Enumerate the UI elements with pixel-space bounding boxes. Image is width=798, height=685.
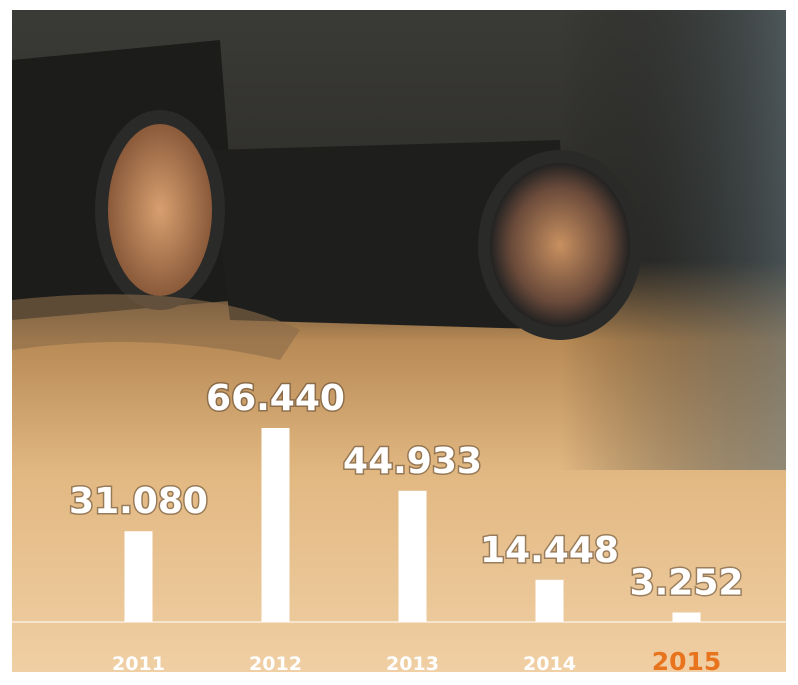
- value-label: 44.933: [343, 441, 482, 482]
- value-label: 66.440: [206, 378, 345, 419]
- page: 31.080 2011 66.440 2012 44.933 2013 14.448 2014…: [0, 0, 798, 685]
- value-label: 14.448: [480, 530, 619, 571]
- value-label: 3.252: [630, 563, 744, 604]
- chart: 31.080 2011 66.440 2012 44.933 2013 14.448 2014…: [0, 0, 798, 685]
- x-tick-label: 2015: [652, 647, 722, 676]
- x-tick-label: 2014: [523, 653, 576, 675]
- x-tick-label: 2013: [386, 653, 439, 675]
- bar: [673, 613, 701, 622]
- x-tick-label: 2011: [112, 653, 165, 675]
- bar: [536, 580, 564, 622]
- x-tick-label: 2012: [249, 653, 302, 675]
- value-label: 31.080: [69, 481, 208, 522]
- bar: [125, 531, 153, 622]
- bar: [399, 491, 427, 622]
- bar: [262, 428, 290, 622]
